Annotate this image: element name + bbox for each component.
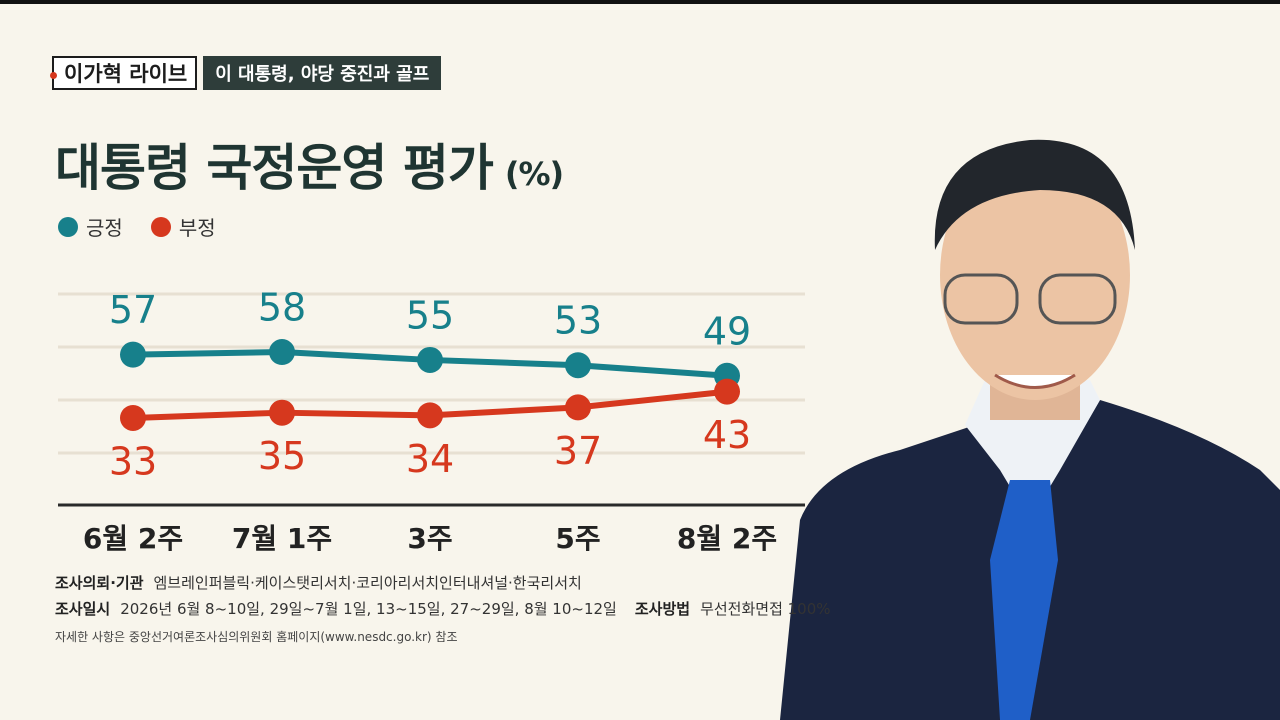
point [120,404,146,431]
value-label: 33 [109,439,157,483]
value-label: 34 [406,437,454,481]
glasses [1038,273,1117,325]
face [940,150,1130,400]
smile [994,373,1076,389]
x-tick-label: 3주 [407,522,452,555]
value-label: 58 [258,286,306,330]
topic: 이 대통령, 야당 중진과 골프 [203,56,442,90]
hair [934,139,1135,250]
point [120,341,146,368]
value-label: 57 [109,288,157,332]
point [714,378,740,405]
point [417,402,443,429]
top-bar [0,0,1280,4]
legend-swatch [150,216,171,237]
text: 무선전화면접 100% [700,600,831,618]
point [565,394,591,421]
value-label: 43 [703,413,751,457]
value-label: 37 [554,429,602,473]
value-label: 53 [554,299,602,343]
text: 엠브레인퍼블릭·케이스탯리서치·코리아리서치인터내셔널·한국리서치 [153,574,582,592]
chart-title-wrap: 대통령 국정운영 평가 (%) [55,128,564,200]
label: 조사일시 [55,600,111,618]
x-tick-label: 7월 1주 [232,522,332,555]
legend-label: 부정 [178,216,216,240]
point [565,352,591,379]
show-name: 이가혁 라이브 [49,56,198,90]
value-label: 55 [406,293,454,337]
chart-unit: (%) [504,155,564,193]
point [269,399,295,426]
legend-item: 긍정 [58,212,123,241]
text: 2026년 6월 8~10일, 29일~7월 1일, 13~15일, 27~29… [120,600,617,618]
legend-swatch [58,216,78,237]
tie [990,480,1058,720]
value-label: 35 [258,434,306,478]
x-tick-label: 5주 [555,522,600,555]
footer-note: 자세한 사항은 중앙선거여론조사심의위원회 홈페이지(www.nesdc.go.… [55,630,458,644]
label: 조사의뢰·기관 [55,574,144,592]
legend-item: 부정 [150,212,216,241]
chart-title: 대통령 국정운영 평가 [55,139,494,197]
legend-label: 긍정 [86,216,123,240]
legend: 긍정 부정 [58,212,216,241]
footer-date: 조사일시 2026년 6월 8~10일, 29일~7월 1일, 13~15일, 2… [55,598,831,619]
point [269,339,295,366]
label: 조사방법 [634,600,691,618]
glasses [943,273,1019,325]
chart: 6월 2주 7월 1주 3주 5주 8월 2주 57 58 55 53 49 33 35 34 37 43 [58,286,805,555]
footer-sponsor: 조사의뢰·기관 엠브레인퍼블릭·케이스탯리서치·코리아리서치인터내셔널·한국리서치 [55,572,582,593]
x-tick-label: 8월 2주 [677,522,777,555]
x-tick-label: 6월 2주 [83,522,183,555]
value-label: 49 [703,309,751,353]
program-tag: 이가혁 라이브 이 대통령, 야당 중진과 골프 [49,56,442,90]
point [417,346,443,373]
